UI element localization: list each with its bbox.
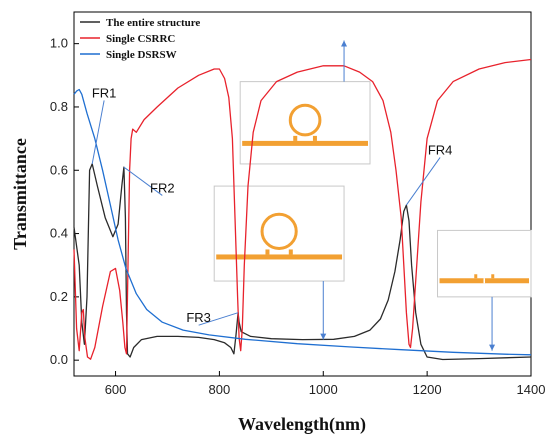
inset-frame — [239, 81, 371, 165]
annotation-leader — [123, 166, 163, 196]
legend: The entire structure Single CSRRC Single D… — [80, 17, 200, 61]
y-tick-label: 0.8 — [50, 99, 68, 114]
inset-mid — [213, 185, 345, 282]
legend-label: Single DSRSW — [106, 49, 177, 61]
x-tick-label: 1200 — [413, 382, 442, 397]
microstrip-line — [216, 254, 343, 260]
inset-frame — [213, 185, 345, 282]
annotation-label: FR3 — [186, 310, 211, 325]
x-tick-label: 1400 — [517, 382, 546, 397]
y-tick-label: 0.2 — [50, 289, 68, 304]
inset-top — [239, 81, 371, 165]
y-tick-label: 0.0 — [50, 352, 68, 367]
annotation-leader — [91, 100, 105, 165]
y-tick-label: 1.0 — [50, 36, 68, 51]
legend-label: Single CSRRC — [106, 33, 175, 45]
structure-insets — [213, 81, 532, 298]
annotation-leader — [198, 312, 239, 326]
resonance-annotations: FR1 FR2 FR3 FR4 — [91, 85, 453, 326]
annotation-leader — [405, 157, 441, 206]
y-tick-labels: 0.0 0.2 0.4 0.6 0.8 1.0 — [50, 36, 68, 368]
x-tick-label: 800 — [209, 382, 231, 397]
series-line-3 — [73, 88, 532, 356]
y-axis-title: Transmittance — [10, 138, 30, 250]
annotation-label: FR2 — [150, 180, 175, 195]
dsrsw-stub — [491, 274, 495, 279]
series-lines — [73, 58, 532, 361]
arrow-head — [489, 344, 496, 351]
csrrc-ring — [260, 212, 298, 250]
x-tick-labels: 600 800 1000 1200 1400 — [105, 382, 546, 397]
ring-stub — [312, 135, 317, 141]
series-line-2 — [73, 58, 532, 360]
y-tick-label: 0.6 — [50, 162, 68, 177]
inset-right — [437, 229, 532, 298]
axis-ticks — [74, 43, 532, 376]
annotation-label: FR1 — [92, 85, 117, 100]
ring-stub — [293, 135, 298, 141]
inset-frame — [437, 229, 532, 298]
x-axis-title: Wavelength(nm) — [238, 414, 366, 435]
y-tick-label: 0.4 — [50, 226, 68, 241]
ring-stub — [265, 249, 270, 255]
csrrc-ring — [288, 103, 322, 137]
x-tick-label: 600 — [105, 382, 127, 397]
annotation-label: FR4 — [428, 142, 453, 157]
arrow-head — [341, 40, 348, 47]
arrow-head — [320, 333, 327, 340]
series-line-1 — [73, 163, 532, 361]
dsrsw-stub — [474, 274, 478, 279]
microstrip-line — [242, 140, 369, 146]
legend-label: The entire structure — [106, 17, 200, 29]
annotation-arrows — [320, 40, 496, 351]
ring-stub — [288, 249, 293, 255]
x-tick-label: 1000 — [309, 382, 338, 397]
